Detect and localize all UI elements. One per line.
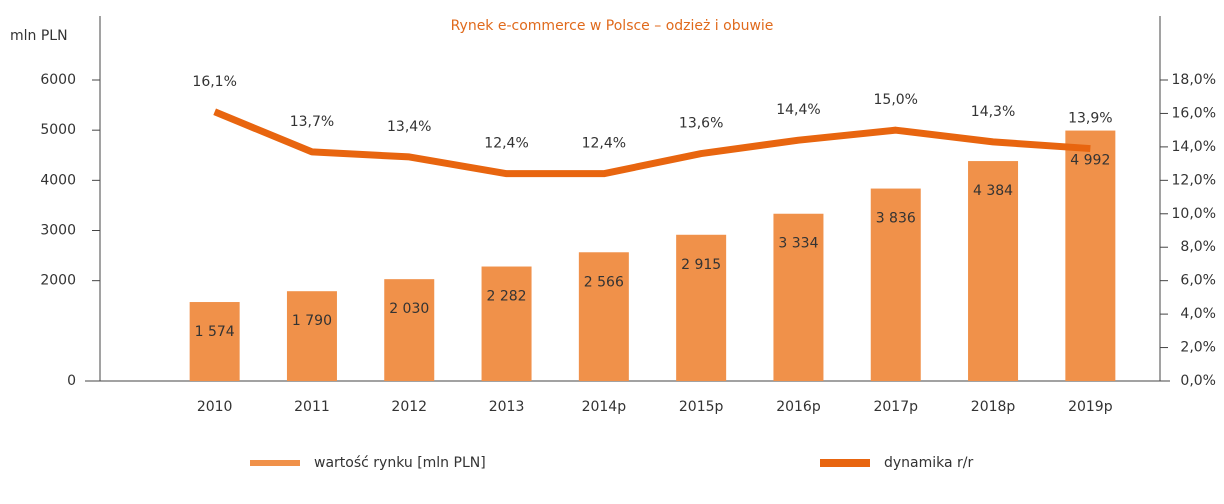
line-value-label: 15,0% [874,92,918,108]
line-value-label: 12,4% [484,136,528,152]
line-value-label: 13,4% [387,119,431,135]
legend-swatch [820,459,870,467]
bar-value-label: 2 915 [681,257,721,273]
bar-value-label: 4 992 [1070,153,1110,169]
x-tick-label: 2018p [971,399,1016,415]
x-tick-label: 2012 [391,399,427,415]
line-value-label: 14,4% [776,102,820,118]
y2-tick-label: 6,0% [1180,273,1216,289]
legend-label: dynamika r/r [884,455,974,471]
legend-swatch [250,460,300,466]
y2-tick-label: 12,0% [1172,172,1216,188]
x-tick-label: 2015p [679,399,724,415]
bar [1065,130,1116,381]
x-tick-label: 2014p [582,399,627,415]
bar [481,266,532,381]
bar [189,302,240,381]
y-tick-label: 0 [67,373,76,389]
line-value-label: 14,3% [971,104,1015,120]
y-axis-label: mln PLN [10,28,68,44]
bar [384,279,435,381]
y2-tick-label: 18,0% [1172,72,1216,88]
x-tick-label: 2019p [1068,399,1113,415]
bar-value-label: 2 030 [389,301,429,317]
y2-tick-label: 14,0% [1172,139,1216,155]
x-tick-label: 2016p [776,399,821,415]
x-tick-label: 2017p [873,399,918,415]
bar [676,234,727,381]
bar-value-label: 3 334 [778,236,818,252]
y2-tick-label: 4,0% [1180,306,1216,322]
bar-value-label: 1 790 [292,313,332,329]
bar [773,213,824,381]
line-value-label: 16,1% [192,74,236,90]
bar-value-label: 2 566 [584,274,624,290]
bar [870,188,921,381]
y2-tick-label: 0,0% [1180,373,1216,389]
x-tick-label: 2010 [197,399,233,415]
bar-value-label: 3 836 [876,211,916,227]
bar-value-label: 4 384 [973,183,1013,199]
y2-tick-label: 8,0% [1180,239,1216,255]
y-tick-label: 5000 [40,122,76,138]
bar-value-label: 2 282 [487,289,527,305]
y-tick-label: 2000 [40,273,76,289]
bar-value-label: 1 574 [195,324,235,340]
legend-label: wartość rynku [mln PLN] [314,455,486,471]
bar [286,291,337,381]
line-value-label: 13,6% [679,116,723,132]
y-tick-label: 4000 [40,172,76,188]
x-tick-label: 2013 [489,399,525,415]
y2-tick-label: 2,0% [1180,340,1216,356]
bar [578,252,629,381]
y-tick-label: 6000 [40,72,76,88]
bar [968,161,1019,381]
y2-tick-label: 10,0% [1172,206,1216,222]
x-tick-label: 2011 [294,399,330,415]
y-tick-label: 3000 [40,223,76,239]
line-value-label: 13,7% [290,114,334,130]
line-value-label: 12,4% [582,136,626,152]
y2-tick-label: 16,0% [1172,105,1216,121]
line-value-label: 13,9% [1068,111,1112,127]
chart-title: Rynek e-commerce w Polsce – odzież i obu… [451,18,774,34]
line [213,108,1091,178]
